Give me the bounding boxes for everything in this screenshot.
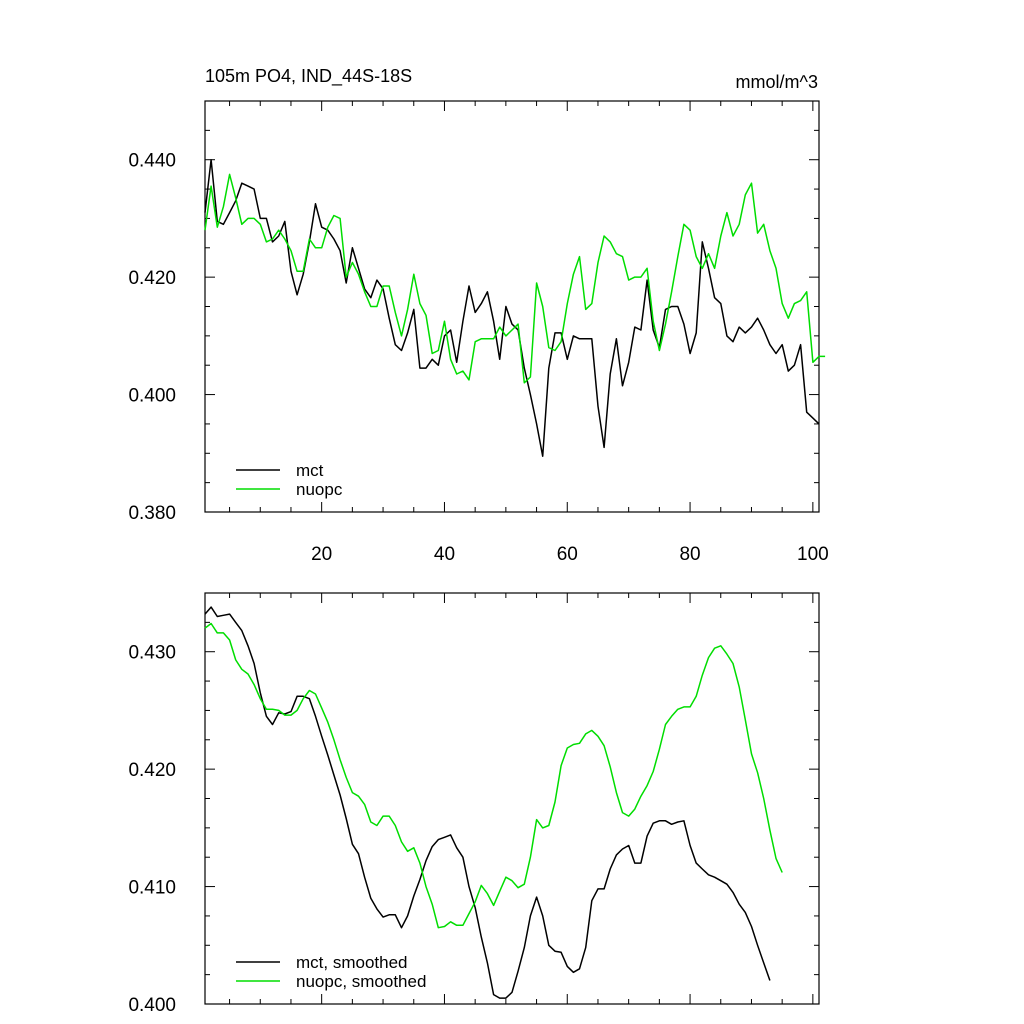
y-tick-label: 0.420 <box>128 760 176 781</box>
y-tick-label: 0.420 <box>128 268 176 289</box>
x-tick-label: 20 <box>311 544 332 565</box>
x-tick-label: 80 <box>679 544 700 565</box>
bottom-panel-marks: 0.400 0.410 0.420 0.430 <box>128 592 820 1016</box>
top-panel: 105m PO4, IND_44S-18S mmol/m^3 20 40 60 80 1… <box>128 66 828 565</box>
series-line-nuopc-smoothed <box>204 622 783 929</box>
series-line-mct <box>204 158 820 457</box>
legend-label: nuopc <box>296 480 343 499</box>
series-line-nuopc <box>204 173 826 384</box>
legend-label: mct <box>296 461 324 480</box>
y-tick-label: 0.400 <box>128 386 176 407</box>
x-tick-label: 60 <box>557 544 578 565</box>
y-tick-label: 0.410 <box>128 878 176 899</box>
x-tick-label: 40 <box>434 544 455 565</box>
series-line-mct-smoothed <box>204 606 771 999</box>
y-tick-label: 0.430 <box>128 643 176 664</box>
y-tick-label: 0.440 <box>128 151 176 172</box>
y-tick-label: 0.380 <box>128 503 176 524</box>
chart-title: 105m PO4, IND_44S-18S <box>205 66 412 87</box>
bottom-panel: 0.400 0.410 0.420 0.430 mct, smoothednuopc,… <box>128 592 820 1016</box>
top-panel-marks: 20 40 60 80 100 0.380 0.400 0.420 0.440 <box>128 100 829 565</box>
units-label: mmol/m^3 <box>736 72 818 92</box>
plot-frame <box>204 100 820 513</box>
y-tick-label: 0.400 <box>128 995 176 1016</box>
legend-label: mct, smoothed <box>296 953 408 972</box>
x-tick-label: 100 <box>797 544 829 565</box>
legend-label: nuopc, smoothed <box>296 972 426 991</box>
